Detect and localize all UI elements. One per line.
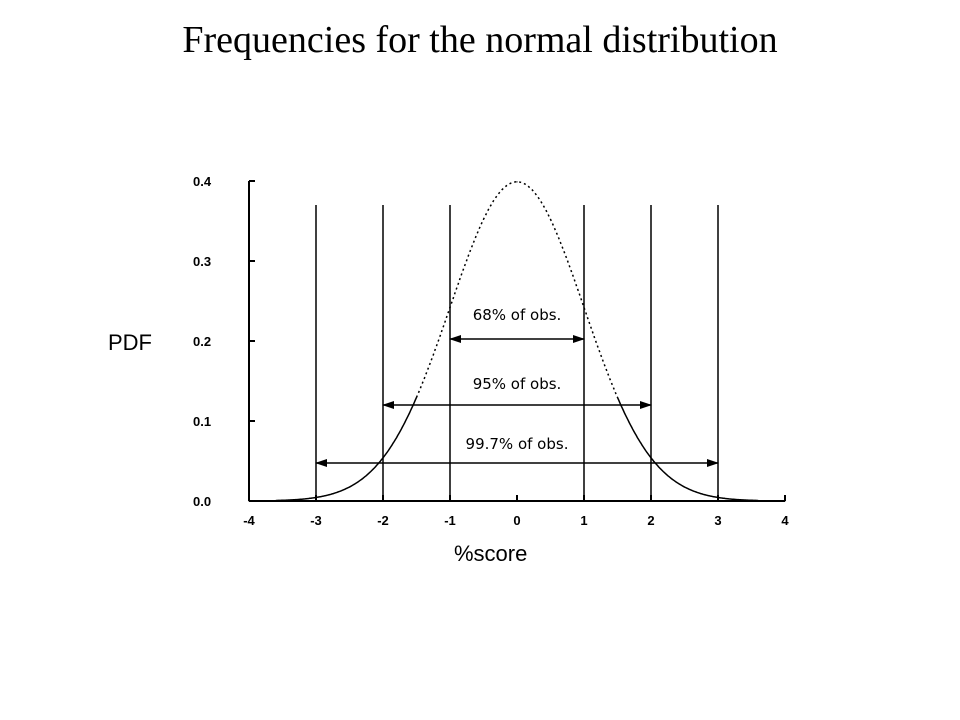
data-point xyxy=(248,500,250,502)
x-tick-label: -3 xyxy=(310,513,322,528)
y-tick-label: 0.0 xyxy=(193,494,211,509)
x-tick-label: 0 xyxy=(513,513,520,528)
x-tick-label: -4 xyxy=(243,513,255,528)
range-label: 68% of obs. xyxy=(473,306,562,324)
pdf-curve-segment xyxy=(415,181,619,398)
data-point xyxy=(415,396,418,398)
data-point xyxy=(348,486,351,488)
x-tick-label: 2 xyxy=(647,513,654,528)
x-tick-label: 1 xyxy=(580,513,587,528)
data-point xyxy=(650,457,652,459)
range-label: 99.7% of obs. xyxy=(466,435,569,453)
slide-title: Frequencies for the normal distribution xyxy=(182,19,778,61)
data-point xyxy=(382,457,384,459)
data-point xyxy=(516,181,518,183)
reference-lines xyxy=(315,205,719,501)
x-tick-label: 3 xyxy=(714,513,721,528)
data-point xyxy=(717,496,719,499)
data-point xyxy=(549,218,552,220)
y-axis-label: PDF xyxy=(108,330,152,355)
data-point xyxy=(583,306,585,308)
y-tick-label: 0.4 xyxy=(193,174,212,189)
data-point xyxy=(683,486,686,488)
x-tick-label: -1 xyxy=(444,513,456,528)
pdf-curve-segment xyxy=(275,397,418,502)
axes: -4 -3 -2 -1 0 1 2 3 4 0.0 0.1 0.2 0.3 0.4 xyxy=(193,174,789,528)
data-point xyxy=(315,496,317,499)
pdf-curve-group xyxy=(248,181,786,502)
data-point xyxy=(449,306,451,308)
data-point xyxy=(482,218,485,220)
data-point xyxy=(616,396,619,398)
annotations: 68% of obs. 95% of obs. 99.7% of obs. xyxy=(315,306,719,467)
range-label: 95% of obs. xyxy=(473,375,562,393)
data-point xyxy=(750,499,753,501)
y-tick-label: 0.1 xyxy=(193,414,211,429)
y-tick-label: 0.3 xyxy=(193,254,211,269)
y-tick-label: 0.2 xyxy=(193,334,211,349)
data-point xyxy=(281,499,284,501)
x-tick-label: 4 xyxy=(781,513,789,528)
x-tick-label: -2 xyxy=(377,513,389,528)
data-point xyxy=(784,500,786,502)
pdf-curve-segment xyxy=(616,397,759,502)
x-axis-label: %score xyxy=(454,541,527,566)
